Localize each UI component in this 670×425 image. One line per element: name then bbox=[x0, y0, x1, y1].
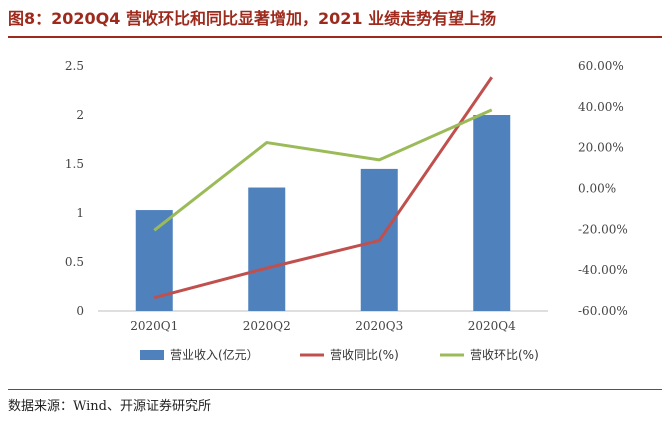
series-lines bbox=[153, 76, 493, 300]
x-axis-ticks: 2020Q1 2020Q2 2020Q3 2020Q4 bbox=[130, 319, 516, 333]
right-tick-label: -20.00% bbox=[578, 222, 628, 236]
series-line-2 bbox=[153, 108, 493, 232]
left-tick-label: 1 bbox=[76, 206, 84, 220]
x-tick-label: 2020Q4 bbox=[468, 319, 516, 333]
title-underline bbox=[8, 36, 662, 38]
x-tick-label: 2020Q3 bbox=[355, 319, 403, 333]
right-tick-label: -60.00% bbox=[578, 304, 628, 318]
bar-2020Q2 bbox=[248, 187, 286, 311]
right-tick-label: -40.00% bbox=[578, 263, 628, 277]
legend-label: 营收环比(%) bbox=[470, 348, 539, 362]
footer-rule bbox=[8, 389, 662, 390]
right-axis-ticks: -60.00% -40.00% -20.00% 0.00% 20.00% 40.00% 60… bbox=[578, 59, 628, 318]
source-note: 数据来源：Wind、开源证券研究所 bbox=[8, 399, 211, 414]
right-tick-label: 20.00% bbox=[578, 141, 624, 155]
right-tick-label: 60.00% bbox=[578, 59, 624, 73]
bar-2020Q4 bbox=[473, 115, 511, 311]
legend-label: 营收同比(%) bbox=[330, 348, 399, 362]
legend-label: 营业收入(亿元） bbox=[170, 347, 259, 362]
legend: 营业收入(亿元） 营收同比(%) 营收环比(%) bbox=[140, 347, 539, 362]
left-axis-ticks: 0 0.5 1 1.5 2 2.5 bbox=[65, 59, 84, 318]
legend-swatch bbox=[140, 350, 164, 360]
left-tick-label: 0 bbox=[76, 304, 84, 318]
series-line-1 bbox=[153, 76, 493, 300]
right-tick-label: 40.00% bbox=[578, 100, 624, 114]
left-tick-label: 1.5 bbox=[65, 157, 84, 171]
left-tick-label: 2.5 bbox=[65, 59, 84, 73]
right-tick-label: 0.00% bbox=[578, 182, 616, 196]
chart-title: 图8：2020Q4 营收环比和同比显著增加，2021 业绩走势有望上扬 bbox=[8, 9, 497, 28]
x-tick-label: 2020Q1 bbox=[130, 319, 178, 333]
chart: 0 0.5 1 1.5 2 2.5 -60.00% -40.00% -20.00% 0.00% 2… bbox=[65, 59, 628, 362]
x-tick-label: 2020Q2 bbox=[243, 319, 291, 333]
left-tick-label: 0.5 bbox=[65, 255, 84, 269]
bars bbox=[135, 115, 511, 311]
left-tick-label: 2 bbox=[76, 108, 84, 122]
